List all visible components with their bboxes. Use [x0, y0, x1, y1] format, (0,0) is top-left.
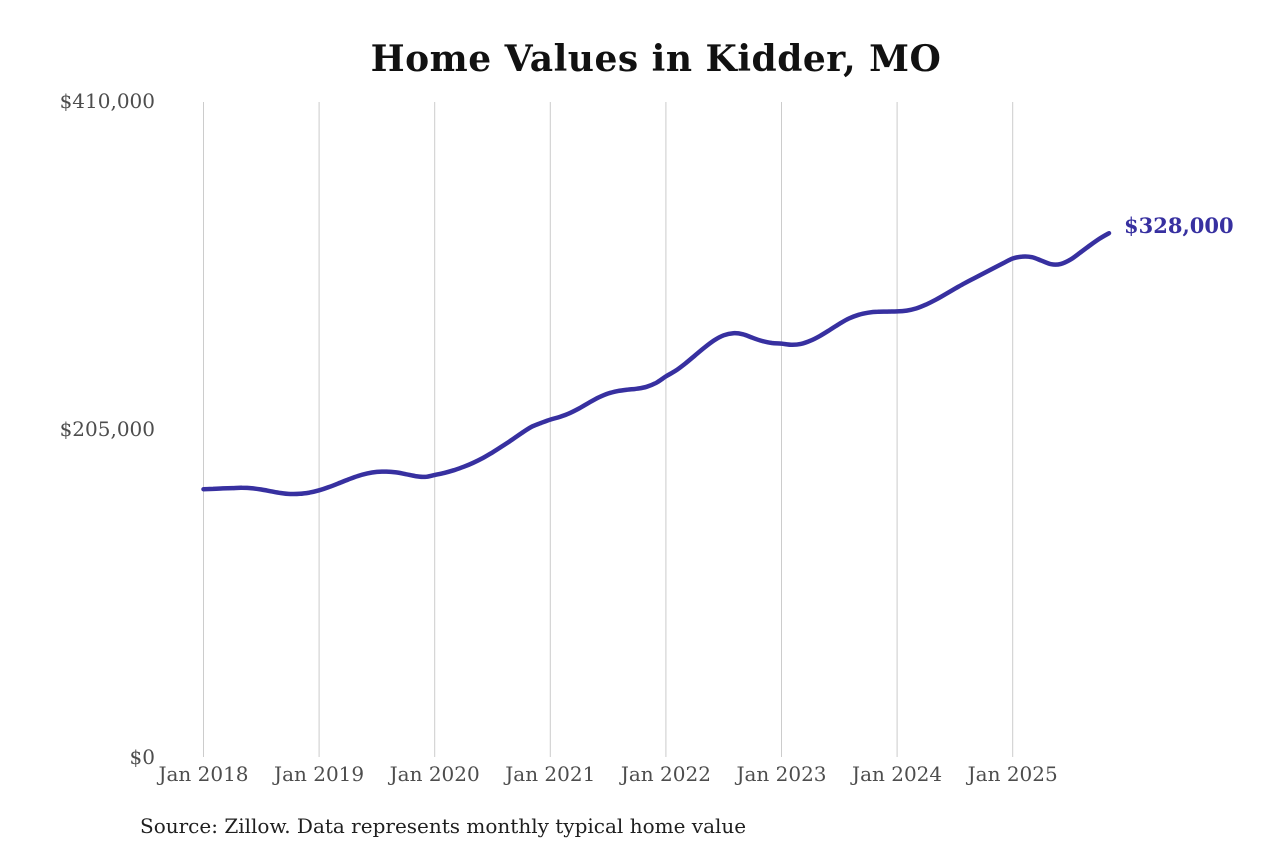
x-axis-label: Jan 2021: [505, 762, 596, 786]
x-axis-label: Jan 2024: [852, 762, 943, 786]
chart-title: Home Values in Kidder, MO: [370, 38, 942, 80]
source-note: Source: Zillow. Data represents monthly …: [140, 814, 747, 838]
home-value-line: [201, 230, 1112, 497]
x-axis-label: Jan 2022: [620, 762, 711, 786]
x-axis-label: Jan 2025: [967, 762, 1058, 786]
y-axis-label: $410,000: [59, 89, 155, 113]
latest-value-annotation: $328,000: [1124, 213, 1234, 238]
x-axis-label: Jan 2023: [736, 762, 827, 786]
x-axis-label: Jan 2019: [274, 762, 365, 786]
y-axis-label: $205,000: [59, 417, 155, 441]
x-axis-label: Jan 2018: [158, 762, 249, 786]
y-axis-label: $0: [129, 745, 155, 769]
x-axis-label: Jan 2020: [389, 762, 480, 786]
